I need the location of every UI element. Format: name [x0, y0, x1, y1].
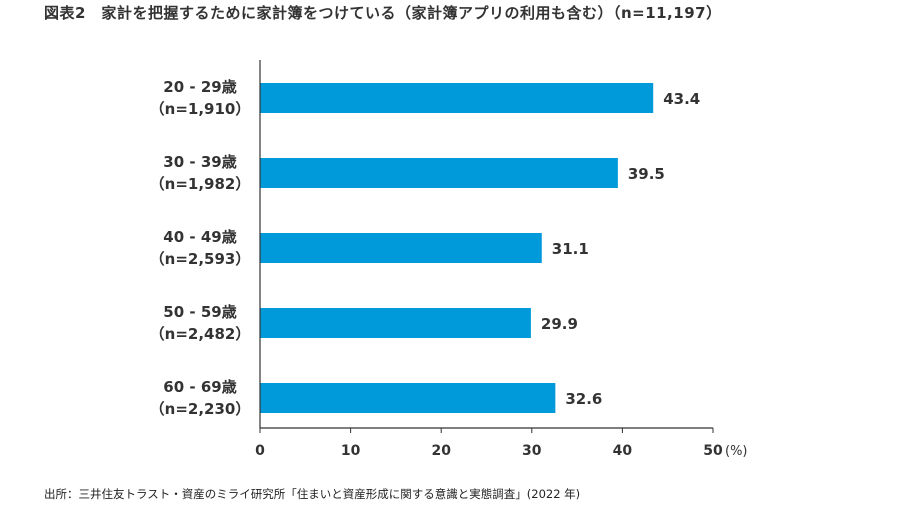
- source-note: 出所：三井住友トラスト・資産のミライ研究所「住まいと資産形成に関する意識と実態調…: [44, 487, 581, 501]
- chart-title: 図表2 家計を把握するために家計簿をつけている（家計簿アプリの利用も含む）（n=…: [44, 4, 722, 22]
- x-tick-label: 0: [255, 443, 265, 459]
- data-label: 43.4: [663, 90, 700, 108]
- data-label: 39.5: [628, 165, 665, 183]
- bar: [260, 308, 531, 338]
- category-label: 30 - 39歳: [163, 153, 236, 171]
- data-label: 31.1: [552, 240, 589, 258]
- bar: [260, 233, 542, 263]
- x-tick-label: 30: [522, 443, 542, 459]
- bar: [260, 383, 556, 413]
- x-tick-label: 20: [431, 443, 451, 459]
- x-axis-unit: (%): [725, 444, 748, 459]
- category-n-label: （n=1,910）: [150, 100, 251, 118]
- category-n-label: （n=2,593）: [150, 250, 251, 268]
- category-label: 40 - 49歳: [163, 228, 236, 246]
- x-tick-label: 10: [341, 443, 361, 459]
- category-n-label: （n=1,982）: [150, 175, 251, 193]
- category-label: 60 - 69歳: [163, 378, 236, 396]
- category-label: 50 - 59歳: [163, 303, 236, 321]
- x-tick-label: 50: [703, 443, 723, 459]
- bar: [260, 83, 654, 113]
- data-label: 32.6: [565, 390, 602, 408]
- data-label: 29.9: [541, 315, 578, 333]
- category-n-label: （n=2,482）: [150, 325, 251, 343]
- x-tick-label: 40: [613, 443, 633, 459]
- category-n-label: （n=2,230）: [150, 400, 251, 418]
- category-label: 20 - 29歳: [163, 78, 236, 96]
- bar: [260, 158, 618, 188]
